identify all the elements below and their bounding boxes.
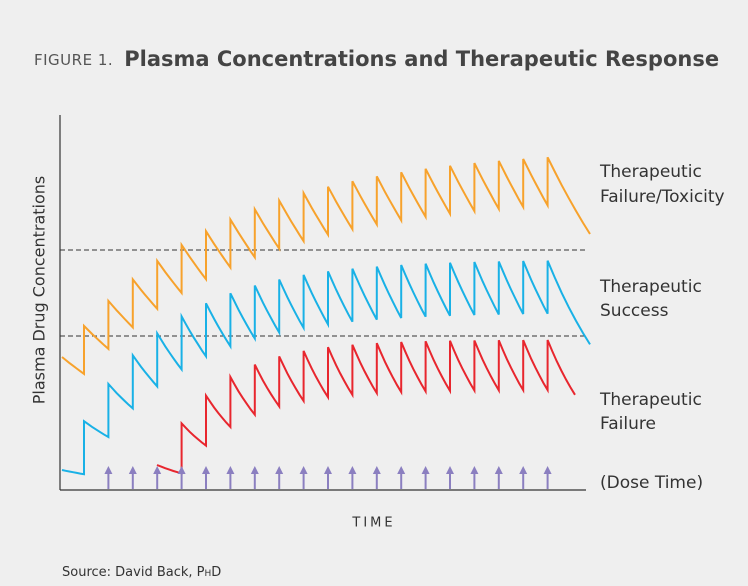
dose-arrowhead xyxy=(397,466,406,474)
dose-arrowhead xyxy=(324,466,332,474)
dose-arrowhead xyxy=(299,466,308,474)
concentration-curve xyxy=(61,156,591,376)
dose-arrowhead xyxy=(543,466,552,474)
zone-label: Failure/Toxicity xyxy=(600,187,725,207)
dose-arrowhead xyxy=(275,466,284,474)
zone-label: Failure xyxy=(600,414,656,434)
source-degree: PhD xyxy=(197,565,222,580)
zone-label: Therapeutic xyxy=(599,390,702,410)
figure-label: FIGURE 1. xyxy=(34,51,113,69)
y-axis-label: Plasma Drug Concentrations xyxy=(30,176,49,405)
dose-arrowhead xyxy=(372,466,381,474)
concentration-curve xyxy=(61,260,591,476)
dose-label: (Dose Time) xyxy=(600,473,703,493)
dose-arrowhead xyxy=(202,466,210,474)
curves xyxy=(61,156,591,476)
zone-label: Therapeutic xyxy=(599,162,702,182)
dose-arrowhead xyxy=(153,466,162,474)
dose-arrowhead xyxy=(494,466,503,474)
dose-arrowhead xyxy=(348,466,357,474)
dose-arrowhead xyxy=(470,466,479,474)
source-text: Source: David Back, xyxy=(62,565,193,580)
x-axis-label: TIME xyxy=(351,516,395,531)
zone-label: Therapeutic xyxy=(599,277,702,297)
source: Source: David Back, PhD xyxy=(62,565,221,580)
dose-arrowhead xyxy=(446,466,454,474)
dose-arrowhead xyxy=(250,466,259,474)
dose-arrows xyxy=(104,466,552,489)
dose-arrowhead xyxy=(128,466,137,474)
dose-arrowhead xyxy=(519,466,528,474)
figure-title: Plasma Concentrations and Therapeutic Re… xyxy=(124,47,719,71)
dose-arrowhead xyxy=(421,466,430,474)
zone-label: Success xyxy=(600,301,669,321)
figure-heading: FIGURE 1. Plasma Concentrations and Ther… xyxy=(34,47,719,71)
dose-arrowhead xyxy=(177,466,186,474)
concentration-curve xyxy=(156,339,576,475)
dose-arrowhead xyxy=(226,466,235,474)
dose-arrowhead xyxy=(104,466,113,474)
